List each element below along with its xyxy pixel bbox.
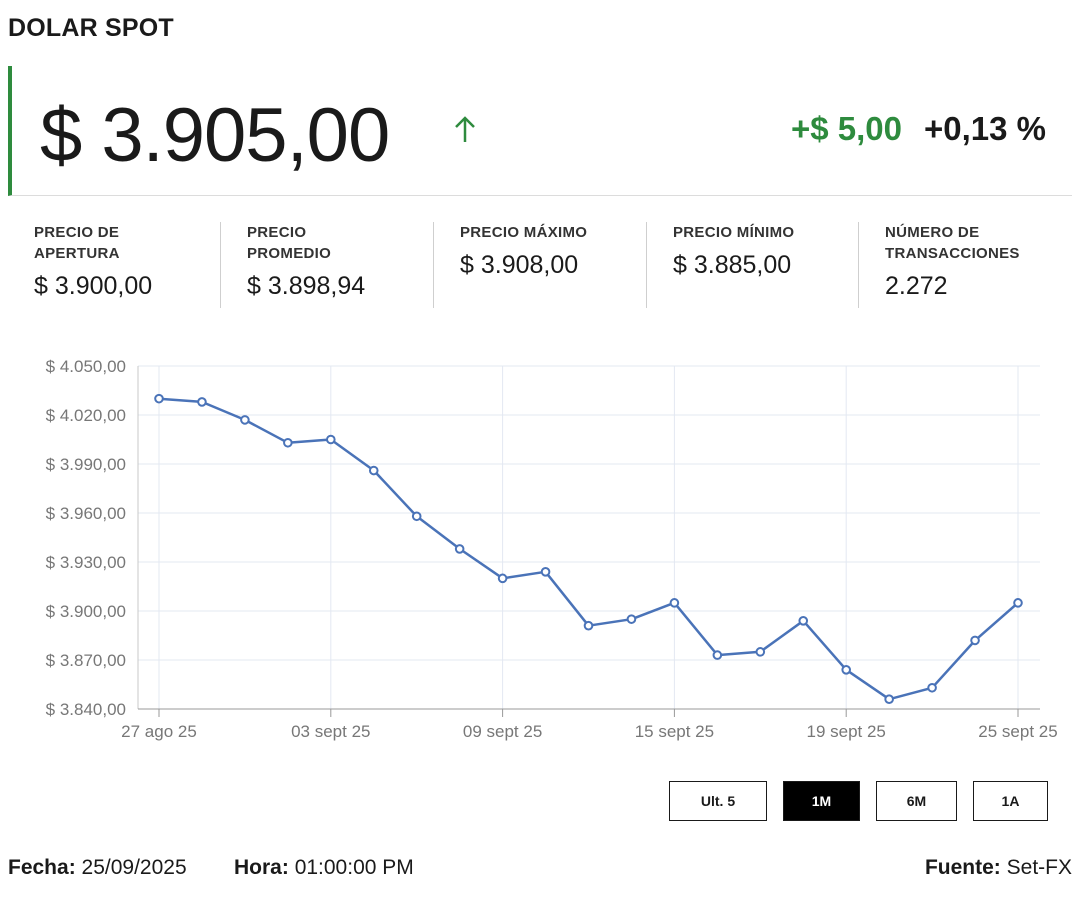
data-point xyxy=(970,635,980,646)
footer-date: Fecha: 25/09/2025 xyxy=(8,856,187,879)
arrow-up-icon xyxy=(455,116,475,142)
stat-value: 2.272 xyxy=(885,272,948,300)
page-title: DOLAR SPOT xyxy=(8,14,174,42)
stat-value: $ 3.908,00 xyxy=(460,251,579,279)
y-tick-label: $ 3.930,00 xyxy=(46,553,126,572)
data-point xyxy=(712,650,723,660)
stat-label: NÚMERO DE TRANSACCIONES xyxy=(885,224,1020,262)
data-point xyxy=(283,437,293,448)
stats-row: PRECIO DE APERTURA $ 3.900,00 PRECIO PROME… xyxy=(8,222,1072,308)
y-tick-label: $ 3.990,00 xyxy=(46,455,126,474)
data-point xyxy=(326,434,336,445)
price-line-chart: $ 4.050,00 $ 4.020,00 $ 3.990,00 $ 3.960,00… xyxy=(46,357,1058,741)
data-point xyxy=(626,614,637,624)
data-point xyxy=(798,616,809,626)
stat-min-price: PRECIO MÍNIMO $ 3.885,00 xyxy=(646,222,858,308)
data-point xyxy=(669,598,680,608)
range-button-last-5[interactable]: Ult. 5 xyxy=(669,781,767,821)
data-point xyxy=(1013,598,1023,608)
x-tick-label: 27 ago 25 xyxy=(121,722,197,741)
range-button-1a[interactable]: 1A xyxy=(973,781,1048,821)
data-point xyxy=(755,647,766,657)
data-point xyxy=(884,694,894,705)
stat-max-price: PRECIO MÁXIMO $ 3.908,00 xyxy=(433,222,646,308)
y-tick-label: $ 3.960,00 xyxy=(46,504,126,523)
data-point xyxy=(497,573,508,584)
stat-value: $ 3.885,00 xyxy=(673,251,792,279)
stat-label: PRECIO MÁXIMO xyxy=(460,224,588,241)
price-change-percent: +0,13 % xyxy=(923,110,1046,147)
data-point xyxy=(583,620,594,631)
y-tick-label: $ 4.020,00 xyxy=(46,406,126,425)
price-change: +$ 5,00 xyxy=(790,110,902,147)
stat-average-price: PRECIO PROMEDIO $ 3.898,94 xyxy=(220,222,433,308)
plot-area xyxy=(138,366,1040,709)
price-panel: $ 3.905,00 +$ 5,00 +0,13 % xyxy=(8,66,1072,196)
stat-opening-price: PRECIO DE APERTURA $ 3.900,00 xyxy=(8,222,220,308)
x-tick-label: 25 sept 25 xyxy=(978,722,1057,741)
y-tick-label: $ 3.900,00 xyxy=(46,602,126,621)
data-point xyxy=(197,397,207,407)
stat-label: PRECIO PROMEDIO xyxy=(247,224,332,262)
data-point xyxy=(368,465,379,476)
x-tick-label: 19 sept 25 xyxy=(806,722,885,741)
y-tick-label: $ 3.840,00 xyxy=(46,700,126,719)
stat-transactions: NÚMERO DE TRANSACCIONES 2.272 xyxy=(858,222,1072,308)
x-tick-label: 15 sept 25 xyxy=(635,722,714,741)
stat-value: $ 3.898,94 xyxy=(247,272,366,300)
x-tick-label: 03 sept 25 xyxy=(291,722,370,741)
data-point xyxy=(927,682,937,693)
stat-value: $ 3.900,00 xyxy=(34,272,153,300)
range-button-1m[interactable]: 1M xyxy=(783,781,860,821)
y-tick-label: $ 4.050,00 xyxy=(46,357,126,376)
data-point xyxy=(540,567,551,577)
y-tick-label: $ 3.870,00 xyxy=(46,651,126,670)
data-point xyxy=(240,415,250,425)
stat-label: PRECIO MÍNIMO xyxy=(673,224,795,241)
footer-time: Hora: 01:00:00 PM xyxy=(234,856,414,879)
data-point xyxy=(154,393,164,404)
footer-source: Fuente: Set-FX xyxy=(924,856,1072,879)
data-point xyxy=(454,544,465,554)
x-tick-label: 09 sept 25 xyxy=(463,722,542,741)
stat-label: PRECIO DE APERTURA xyxy=(34,224,120,262)
data-point xyxy=(841,665,852,675)
data-point xyxy=(411,511,422,522)
current-price: $ 3.905,00 xyxy=(40,93,390,178)
range-button-6m[interactable]: 6M xyxy=(876,781,957,821)
